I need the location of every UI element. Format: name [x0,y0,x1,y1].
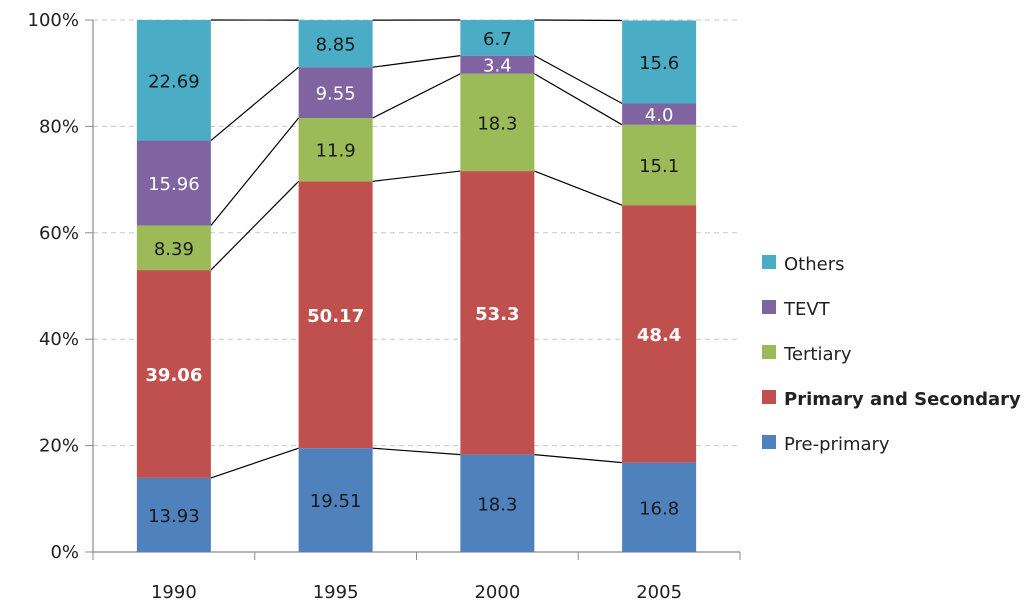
data-label: 39.06 [145,365,202,386]
bar-segment [622,103,697,125]
series-line [210,117,300,226]
legend-swatch [762,435,776,449]
x-tick-label: 1990 [151,582,197,603]
series-line [534,454,623,464]
legend-label: Others [784,254,845,275]
data-label: 15.96 [148,174,200,195]
bar-segment [298,20,373,68]
legend-swatch [762,390,776,404]
series-line [534,55,623,105]
series-line [534,73,623,126]
bar-segment [460,20,535,56]
data-label: 9.55 [316,84,356,105]
data-label: 15.1 [639,156,679,177]
data-label: 50.17 [307,306,364,327]
bar-segment [298,117,373,182]
y-tick-label: 20% [39,436,79,457]
data-label: 3.4 [483,56,512,77]
series-line [372,55,461,68]
y-tick-label: 0% [50,542,79,563]
bar-segment [136,225,211,271]
x-tick-label: 2005 [636,582,682,603]
data-label: 6.7 [483,29,512,50]
bar-segment [460,454,535,552]
bar-segment [298,448,373,552]
legend-swatch [762,345,776,359]
legend-label: Pre-primary [784,434,890,455]
series-line [372,73,461,119]
data-label: 15.6 [639,53,679,74]
data-label: 8.85 [316,35,356,56]
series-line [210,447,299,479]
bar-segment [622,124,697,206]
y-tick-label: 60% [39,223,79,244]
x-tick-label: 2000 [474,582,520,603]
data-label: 18.3 [477,494,517,515]
bar-segment [136,20,211,141]
legend-label: TEVT [783,299,831,320]
data-label: 11.9 [316,141,356,162]
bar-segment [460,55,535,74]
data-label: 48.4 [637,325,681,346]
bar-segment [298,67,373,118]
series-line [210,66,300,142]
data-label: 22.69 [148,71,200,92]
data-label: 53.3 [475,304,519,325]
bar-segment [460,73,535,172]
data-label: 13.93 [148,506,200,527]
data-label: 4.0 [645,105,674,126]
series-line [372,447,461,456]
bar-segment [136,477,211,552]
data-label: 8.39 [154,239,194,260]
bar-segment [622,205,697,463]
legend-label: Tertiary [783,344,852,365]
bar-segment [622,462,697,552]
series-line [534,170,623,206]
y-tick-label: 80% [39,116,79,137]
data-label: 18.3 [477,113,517,134]
bar-segment [460,171,535,455]
data-label: 16.8 [639,498,679,519]
y-tick-label: 100% [28,10,79,31]
data-label: 19.51 [310,491,362,512]
bar-segment [136,270,211,478]
x-tick-label: 1995 [313,582,359,603]
legend-swatch [762,300,776,314]
series-line [210,180,300,271]
series-line [372,170,461,182]
bar-segment [622,20,697,104]
legend-label: Primary and Secondary [784,389,1021,410]
series-line [534,19,623,22]
bar-segment [136,140,211,226]
legend-swatch [762,255,776,269]
bar-segment [298,181,373,449]
y-tick-label: 40% [39,329,79,350]
